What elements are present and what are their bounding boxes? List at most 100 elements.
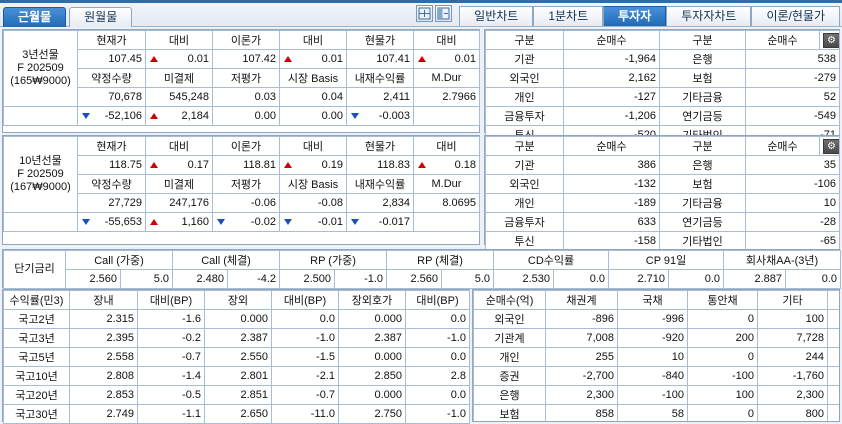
- investor-right-label: 기타금융: [659, 87, 746, 107]
- table-row: 약정수량 미결제 저평가 시장 Basis 내재수익률 M.Dur: [4, 68, 480, 88]
- investor-header-3: 순매수: [745, 136, 820, 156]
- table-row: 118.75 0.17 118.81 0.19 118.83 0.18: [4, 155, 480, 175]
- futures-value-0: 107.45: [77, 49, 146, 69]
- futures-stat-2: -0.06: [212, 193, 280, 213]
- futures-stat-0: 70,678: [77, 87, 146, 107]
- futures-subheader-3: 시장 Basis: [279, 68, 347, 88]
- futures-delta-0: -55,653: [77, 212, 146, 232]
- flow-gov: -996: [617, 309, 688, 329]
- flow-bond-total: -2,700: [545, 366, 618, 386]
- yield-onexch: 2.853: [69, 385, 138, 405]
- futures-delta-text-0: -55,653: [104, 216, 142, 228]
- futures-subheader-2: 저평가: [212, 174, 280, 194]
- investor-right-value: -549: [745, 106, 840, 126]
- futures-value-text-5: 0.18: [454, 159, 476, 171]
- futures-header-1: 대비: [145, 30, 213, 50]
- futures-value-text-3: 0.01: [321, 53, 343, 65]
- up-arrow-icon: [150, 113, 158, 119]
- investor-left-value: -158: [563, 231, 660, 251]
- yield-otc-bp: -0.7: [271, 385, 339, 405]
- futures-name-cell: 10년선물 F 202509 (167₩9000): [3, 136, 78, 213]
- table-row: 구분 순매수 구분 순매수 ⚙: [485, 136, 840, 156]
- yield-onexch: 2.808: [69, 366, 138, 386]
- down-arrow-icon: [351, 219, 359, 225]
- investor-settings-cell[interactable]: ⚙: [819, 136, 840, 156]
- investor-left-value: 633: [563, 212, 660, 232]
- short-rate-change-3: 5.0: [441, 269, 495, 289]
- split-horizontal-icon[interactable]: [416, 5, 434, 22]
- futures-delta-text-1: 2,184: [181, 110, 209, 122]
- futures-panel-3y: 3년선물 F 202509 (165₩9000) 현재가 대비 이론가 대비 현물가 대비 107…: [2, 29, 480, 133]
- yield-onexch-bp: -1.6: [137, 309, 205, 329]
- futures-header-4: 현물가: [346, 136, 414, 156]
- up-arrow-icon: [150, 219, 158, 225]
- futures-subheader-5: M.Dur: [413, 174, 480, 194]
- down-arrow-icon: [351, 113, 359, 119]
- contract-tab-1[interactable]: 원월물: [69, 6, 133, 27]
- table-row: 국고20년 2.853 -0.5 2.851 -0.7 0.000 0.0: [3, 385, 470, 405]
- view-tab-3[interactable]: 투자자차트: [666, 6, 752, 26]
- investor-left-label: 외국인: [485, 174, 564, 194]
- flow-header-2: 국채: [617, 290, 688, 310]
- yield-header-3: 장외: [204, 290, 272, 310]
- futures-value-3: 0.01: [279, 49, 347, 69]
- yield-onexch: 2.558: [69, 347, 138, 367]
- investor-header-1: 순매수: [563, 30, 660, 50]
- table-row: 투신 -158 기타법인 -65: [485, 231, 840, 251]
- futures-stat-3: 0.04: [279, 87, 347, 107]
- yield-otc-bp: -1.0: [271, 328, 339, 348]
- futures-value-2: 118.81: [212, 155, 280, 175]
- futures-subheader-5: M.Dur: [413, 68, 480, 88]
- table-row: 3년선물 F 202509 (165₩9000) 현재가 대비 이론가 대비 현물가 대비: [3, 30, 480, 107]
- table-row: -55,653 1,160 -0.02 -0.01 -0.017: [3, 212, 480, 232]
- short-rate-header-5: CP 91일: [608, 250, 725, 270]
- investor-panel-3y: 구분 순매수 구분 순매수 ⚙ 기관 -1,964 은행 538 외국인 2,162 보험 -279 개인…: [484, 29, 840, 145]
- yield-header-5: 장외호가: [338, 290, 406, 310]
- table-row: 국고10년 2.808 -1.4 2.801 -2.1 2.850 2.8: [3, 366, 470, 386]
- short-rate-value-1: 2.480: [172, 269, 229, 289]
- futures-delta-5: [413, 212, 480, 232]
- futures-delta-text-2: 0.00: [254, 110, 276, 122]
- up-arrow-icon: [150, 162, 158, 168]
- table-row: 국고2년 2.315 -1.6 0.000 0.0 0.000 0.0: [3, 309, 470, 329]
- gear-icon[interactable]: ⚙: [823, 138, 839, 154]
- flow-overflow: [827, 366, 839, 386]
- yield-tenor: 국고3년: [3, 328, 70, 348]
- futures-subheader-2: 저평가: [212, 68, 280, 88]
- futures-panel-10y: 10년선물 F 202509 (167₩9000) 현재가 대비 이론가 대비 현물가 대비 11…: [2, 135, 480, 245]
- investor-settings-cell[interactable]: ⚙: [819, 30, 840, 50]
- investor-right-label: 연기금등: [659, 106, 746, 126]
- view-tab-1[interactable]: 1분차트: [533, 6, 604, 26]
- table-row: 70,678 545,248 0.03 0.04 2,411 2.7966: [4, 87, 480, 107]
- contract-tab-0[interactable]: 근월물: [3, 6, 67, 27]
- investor-left-label: 금융투자: [485, 106, 564, 126]
- yield-onexch: 2.395: [69, 328, 138, 348]
- view-tab-4[interactable]: 이론/현물가: [751, 6, 840, 26]
- short-rate-value-6: 2.887: [723, 269, 787, 289]
- view-tab-2[interactable]: 투자자: [603, 6, 667, 26]
- gear-icon[interactable]: ⚙: [823, 32, 839, 48]
- futures-value-4: 118.83: [346, 155, 414, 175]
- investor-left-value: -132: [563, 174, 660, 194]
- futures-delta-1: 1,160: [145, 212, 213, 232]
- up-arrow-icon: [284, 56, 292, 62]
- futures-stat-4: 2,411: [346, 87, 414, 107]
- table-row: 국고30년 2.749 -1.1 2.650 -11.0 2.750 -1.0: [3, 404, 470, 424]
- yield-tenor: 국고10년: [3, 366, 70, 386]
- split-vertical-icon[interactable]: [435, 5, 453, 22]
- yield-otc-quote-bp: 0.0: [405, 347, 470, 367]
- investor-left-value: -1,206: [563, 106, 660, 126]
- futures-stat-2: 0.03: [212, 87, 280, 107]
- futures-delta-4: -0.003: [346, 106, 414, 126]
- short-rate-header-4: CD수익률: [493, 250, 610, 270]
- table-row: 국고5년 2.558 -0.7 2.550 -1.5 0.000 0.0: [3, 347, 470, 367]
- investor-right-value: -279: [745, 68, 840, 88]
- futures-value-text-0: 118.75: [109, 159, 142, 171]
- view-tab-0[interactable]: 일반차트: [459, 6, 534, 26]
- futures-delta-2: 0.00: [212, 106, 280, 126]
- futures-name-line-1: F 202509: [17, 62, 64, 74]
- futures-header-5: 대비: [413, 136, 480, 156]
- futures-subheader-4: 내재수익률: [346, 174, 414, 194]
- short-rate-header-0: Call (가중): [64, 250, 174, 270]
- futures-delta-text-3: 0.00: [321, 110, 343, 122]
